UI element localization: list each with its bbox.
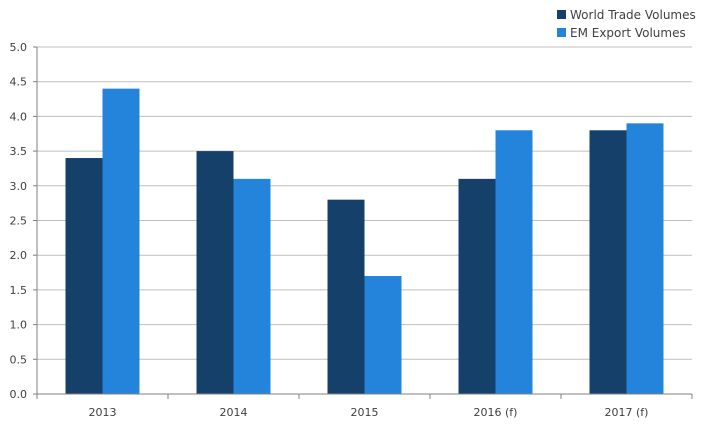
y-tick-label: 1.0 xyxy=(10,319,28,332)
y-tick-label: 3.5 xyxy=(10,145,28,158)
legend-label-em-export-volumes: EM Export Volumes xyxy=(570,26,686,40)
bar-world-trade-volumes-2016-f xyxy=(458,178,496,394)
x-tick-label: 2016 (f) xyxy=(474,406,518,419)
legend: World Trade Volumes EM Export Volumes xyxy=(557,8,696,40)
bar-world-trade-volumes-2017-f xyxy=(589,130,627,394)
y-tick-label: 0.0 xyxy=(10,388,28,401)
bar-world-trade-volumes-2015 xyxy=(327,199,365,394)
y-tick-label: 4.5 xyxy=(10,76,28,89)
y-tick-label: 1.5 xyxy=(10,284,28,297)
axes xyxy=(33,46,693,399)
y-tick-label: 4.0 xyxy=(10,110,28,123)
bar-world-trade-volumes-2014 xyxy=(196,151,234,394)
x-axis-tick-labels: 2013 2014 2015 2016 (f) 2017 (f) xyxy=(89,406,649,419)
bar-em-export-volumes-2013 xyxy=(102,88,140,394)
y-tick-label: 2.0 xyxy=(10,249,28,262)
legend-item-em-export-volumes: EM Export Volumes xyxy=(557,26,686,40)
legend-swatch-em-export-volumes xyxy=(557,28,566,37)
bar-em-export-volumes-2015 xyxy=(364,276,402,394)
y-tick-label: 2.5 xyxy=(10,215,28,228)
x-tick-label: 2013 xyxy=(89,406,117,419)
x-tick-label: 2014 xyxy=(220,406,248,419)
legend-label-world-trade-volumes: World Trade Volumes xyxy=(570,8,696,22)
legend-item-world-trade-volumes: World Trade Volumes xyxy=(557,8,696,22)
bars xyxy=(65,88,664,394)
bar-world-trade-volumes-2013 xyxy=(65,158,103,394)
legend-swatch-world-trade-volumes xyxy=(557,10,566,19)
y-tick-label: 3.0 xyxy=(10,180,28,193)
x-tick-label: 2017 (f) xyxy=(605,406,649,419)
y-tick-label: 5.0 xyxy=(10,41,28,54)
bar-em-export-volumes-2014 xyxy=(233,178,271,394)
y-tick-label: 0.5 xyxy=(10,353,28,366)
bar-em-export-volumes-2017-f xyxy=(626,123,664,394)
x-tick-label: 2015 xyxy=(351,406,379,419)
y-axis-tick-labels: 0.0 0.5 1.0 1.5 2.0 2.5 3.0 3.5 4.0 4.5 5.0 xyxy=(10,41,28,401)
bar-em-export-volumes-2016-f xyxy=(495,130,533,394)
